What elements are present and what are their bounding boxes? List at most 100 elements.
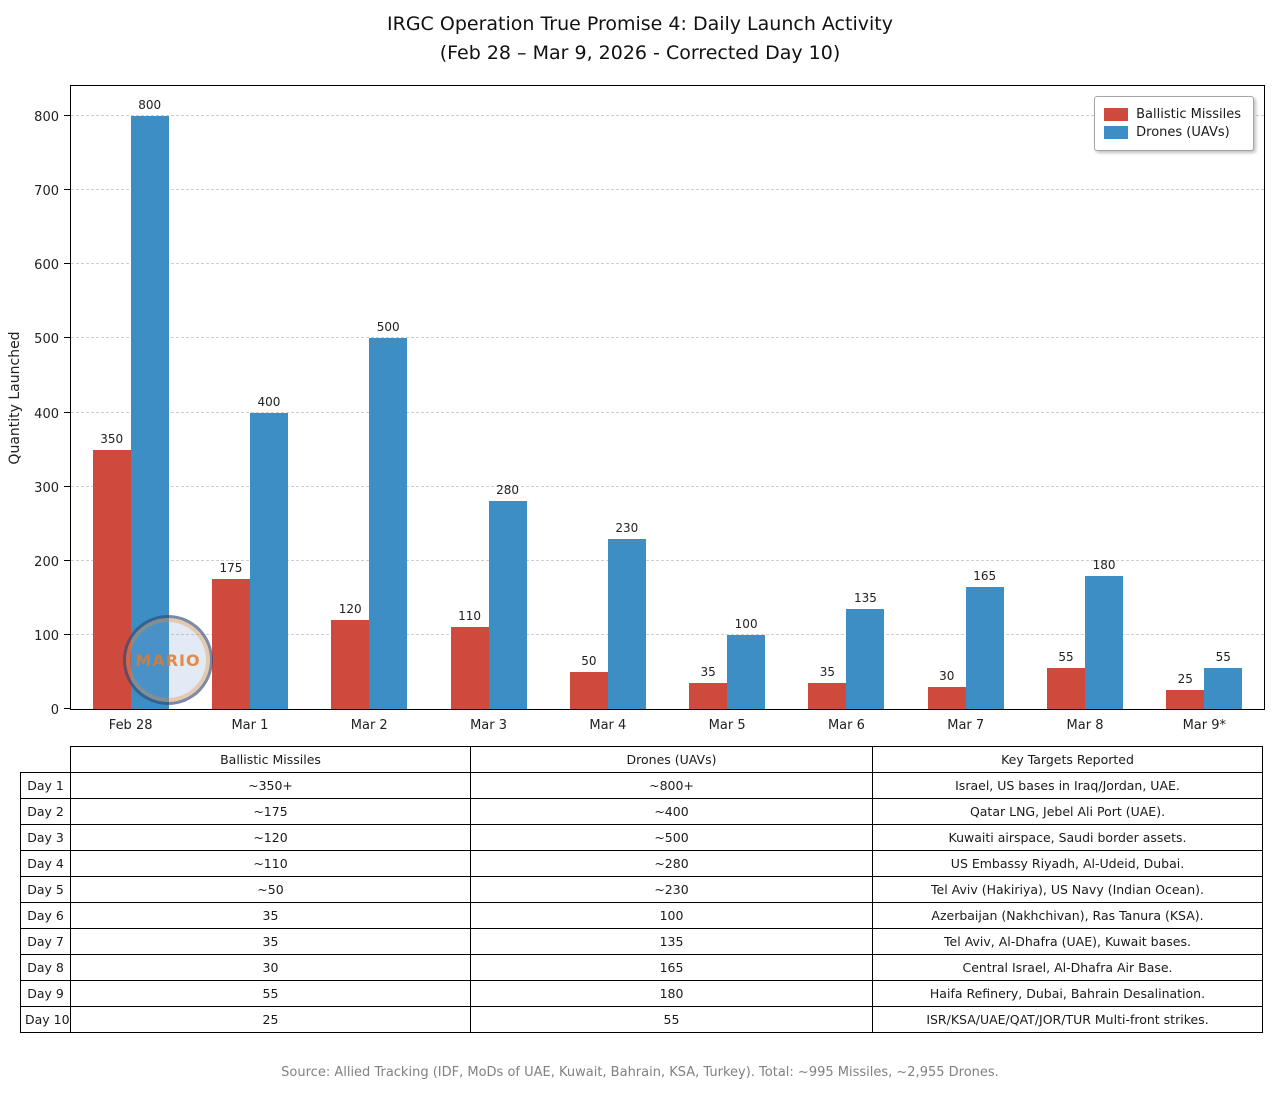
table-header-blank — [20, 746, 71, 773]
table-cell: Central Israel, Al-Dhafra Air Base. — [872, 954, 1263, 981]
bar-ballistic-missiles: 30 — [927, 669, 966, 709]
day-label-cell: Day 5 — [20, 876, 71, 903]
y-tick-label: 500 — [34, 332, 59, 348]
table-row: Day 8 30 165 Central Israel, Al-Dhafra Air … — [20, 954, 1263, 981]
y-tick-label: 200 — [34, 554, 59, 570]
y-tick-mark — [64, 337, 71, 339]
bar-value-label: 35 — [819, 665, 836, 680]
y-tick-mark — [64, 559, 71, 561]
bar-group-mar-5: 35 100 — [667, 86, 786, 709]
x-tick-label: Mar 2 — [350, 718, 388, 733]
bar-value-label: 120 — [338, 602, 362, 617]
table-row: Day 9 55 180 Haifa Refinery, Dubai, Bahrain… — [20, 980, 1263, 1007]
bar-drones-uavs-: 180 — [1085, 558, 1124, 709]
bar-group-mar-8: 55 180 — [1025, 86, 1144, 709]
bar-value-label: 25 — [1177, 672, 1193, 687]
gridline — [71, 633, 1264, 635]
table-row: Day 6 35 100 Azerbaijan (Nakhchivan), Ras T… — [20, 902, 1263, 929]
y-tick-label: 300 — [34, 480, 59, 496]
gridline — [71, 263, 1264, 265]
table-row: Day 4 ~110 ~280 US Embassy Riyadh, Al-Udeid… — [20, 850, 1263, 877]
bar-ballistic-missiles: 35 — [808, 665, 847, 709]
bar-value-label: 50 — [581, 653, 597, 668]
table-row: Day 5 ~50 ~230 Tel Aviv (Hakiriya), US Navy… — [20, 876, 1263, 903]
x-tick-label: Mar 8 — [1066, 718, 1104, 733]
gridline — [71, 189, 1264, 191]
table-cell: Israel, US bases in Iraq/Jordan, UAE. — [872, 772, 1263, 799]
chart-title-line2: (Feb 28 – Mar 9, 2026 - Corrected Day 10… — [439, 41, 841, 64]
bar-value-label: 135 — [853, 590, 877, 605]
day-label-cell: Day 4 — [20, 850, 71, 877]
bar-group-mar-1: 175 400 — [190, 86, 309, 709]
bar-value-label: 350 — [100, 431, 124, 446]
bar-group-mar-4: 50 230 — [548, 86, 667, 709]
bar-group-mar-2: 120 500 — [310, 86, 429, 709]
x-tick-label: Mar 5 — [708, 718, 746, 733]
x-tick-label: Mar 4 — [589, 718, 627, 733]
day-label-cell: Day 3 — [20, 824, 71, 851]
table-cell: 55 — [70, 980, 471, 1007]
x-tick-label: Mar 6 — [827, 718, 865, 733]
bar-ballistic-missiles: 120 — [331, 602, 370, 709]
chart-title: IRGC Operation True Promise 4: Daily Lau… — [0, 0, 1280, 67]
y-axis-label: Quantity Launched — [7, 330, 23, 465]
y-tick-label: 600 — [34, 258, 59, 274]
table-cell: ~800+ — [470, 772, 873, 799]
y-tick-mark — [64, 189, 71, 191]
table-cell: 30 — [70, 954, 471, 981]
table-cell: Qatar LNG, Jebel Ali Port (UAE). — [872, 798, 1263, 825]
y-tick-mark — [64, 633, 71, 635]
day-label-cell: Day 1 — [20, 772, 71, 799]
table-header: Ballistic Missiles — [70, 746, 471, 773]
bar-ballistic-missiles: 50 — [569, 654, 608, 709]
bar-drones-uavs-: 135 — [846, 591, 885, 709]
bar-group-mar-3: 110 280 — [429, 86, 548, 709]
table-header: Key Targets Reported — [872, 746, 1263, 773]
bar-group-mar-7: 30 165 — [906, 86, 1025, 709]
table-row: Day 7 35 135 Tel Aviv, Al-Dhafra (UAE), Kuw… — [20, 928, 1263, 955]
gridline — [71, 559, 1264, 561]
launch-data-table: Ballistic Missiles Drones (UAVs) Key Targe… — [20, 746, 1263, 1033]
table-cell: Haifa Refinery, Dubai, Bahrain Desalinat… — [872, 980, 1263, 1007]
table-cell: ISR/KSA/UAE/QAT/JOR/TUR Multi-front stri… — [872, 1006, 1263, 1033]
day-label-cell: Day 8 — [20, 954, 71, 981]
bar-ballistic-missiles: 35 — [689, 665, 728, 709]
day-label-cell: Day 7 — [20, 928, 71, 955]
bar-drones-uavs-: 55 — [1204, 650, 1243, 709]
y-tick-label: 700 — [34, 184, 59, 200]
gridline — [71, 411, 1264, 413]
bar-drones-uavs-: 100 — [727, 617, 766, 709]
table-cell: 165 — [470, 954, 873, 981]
bar-ballistic-missiles: 25 — [1166, 672, 1205, 709]
legend-item: Drones (UAVs) — [1104, 125, 1241, 140]
table-cell: Kuwaiti airspace, Saudi border assets. — [872, 824, 1263, 851]
table-cell: 25 — [70, 1006, 471, 1033]
plot-area: Quantity Launched 350 800 175 400 120 500 110 2… — [7, 85, 1265, 733]
table-cell: 135 — [470, 928, 873, 955]
bar-groups: 350 800 175 400 120 500 110 280 50 230 35 100 35 135 3… — [71, 86, 1264, 709]
table-cell: ~110 — [70, 850, 471, 877]
bar-value-label: 800 — [138, 98, 162, 112]
day-label-cell: Day 2 — [20, 798, 71, 825]
bar-value-label: 55 — [1215, 650, 1231, 665]
day-label-cell: Day 6 — [20, 902, 71, 929]
gridline — [71, 485, 1264, 487]
y-tick-label: 400 — [34, 406, 59, 422]
bar-ballistic-missiles: 350 — [92, 432, 131, 709]
bar-value-label: 180 — [1092, 557, 1116, 572]
table-cell: Azerbaijan (Nakhchivan), Ras Tanura (KSA… — [872, 902, 1263, 929]
bar-value-label: 55 — [1058, 650, 1074, 665]
bar-ballistic-missiles: 175 — [211, 561, 250, 709]
y-tick-mark — [64, 708, 71, 709]
bar-value-label: 230 — [615, 520, 639, 535]
legend-swatch — [1104, 108, 1129, 121]
bar-ballistic-missiles: 110 — [450, 609, 489, 709]
y-tick-mark — [64, 263, 71, 265]
table-row: Day 2 ~175 ~400 Qatar LNG, Jebel Ali Port (… — [20, 798, 1263, 825]
table-cell: 35 — [70, 902, 471, 929]
table-cell: 100 — [470, 902, 873, 929]
table-cell: ~175 — [70, 798, 471, 825]
y-tick-mark — [64, 485, 71, 487]
x-tick-label: Mar 3 — [470, 718, 507, 733]
bar-value-label: 500 — [376, 320, 400, 335]
